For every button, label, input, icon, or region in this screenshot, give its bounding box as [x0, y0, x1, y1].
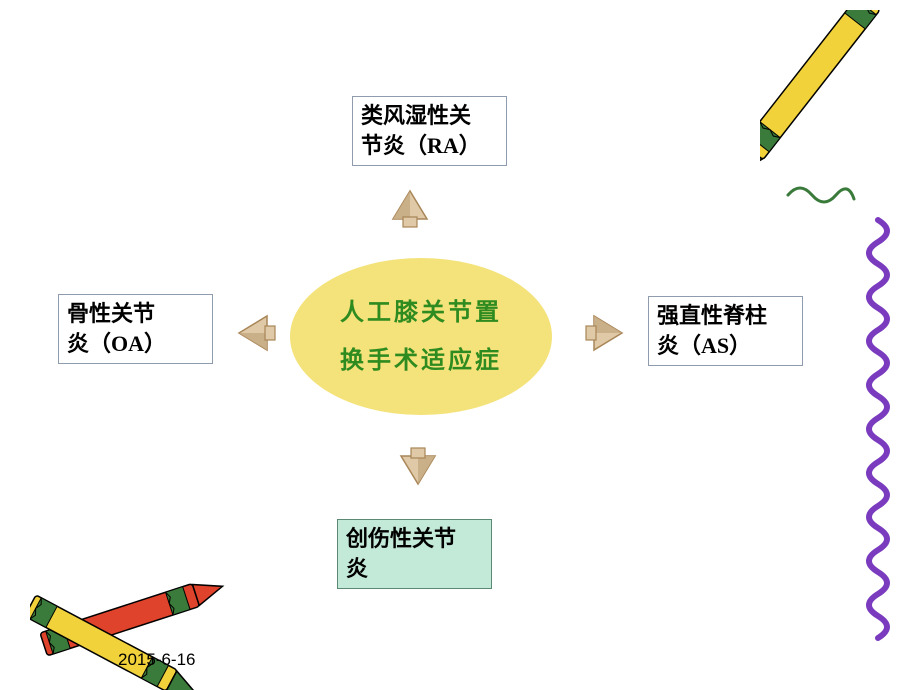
node-left-line2: 炎（OA） — [67, 329, 204, 359]
node-bottom-line1: 创伤性关节 — [346, 524, 483, 554]
node-bottom: 创伤性关节 炎 — [337, 519, 492, 589]
node-right-line2: 炎（AS） — [657, 331, 794, 361]
arrow-right — [578, 308, 628, 358]
center-line2: 换手术适应症 — [340, 343, 502, 379]
node-right-line1: 强直性脊柱 — [657, 301, 794, 331]
squiggle-decoration — [848, 215, 908, 665]
slide: 人工膝关节置 换手术适应症 类风湿性关 节炎（RA） 骨性关节 炎（OA） 强直… — [0, 0, 920, 690]
arrow-left — [233, 308, 283, 358]
footer-date: 2015-6-16 — [118, 650, 196, 670]
arrow-down — [393, 440, 443, 490]
center-topic: 人工膝关节置 换手术适应症 — [290, 258, 552, 415]
node-right: 强直性脊柱 炎（AS） — [648, 296, 803, 366]
node-left-line1: 骨性关节 — [67, 299, 204, 329]
node-top-line1: 类风湿性关 — [361, 101, 498, 131]
arrow-up — [385, 185, 435, 235]
node-bottom-line2: 炎 — [346, 554, 483, 584]
node-left: 骨性关节 炎（OA） — [58, 294, 213, 364]
node-top-line2: 节炎（RA） — [361, 131, 498, 161]
node-top: 类风湿性关 节炎（RA） — [352, 96, 507, 166]
center-line1: 人工膝关节置 — [340, 295, 502, 331]
